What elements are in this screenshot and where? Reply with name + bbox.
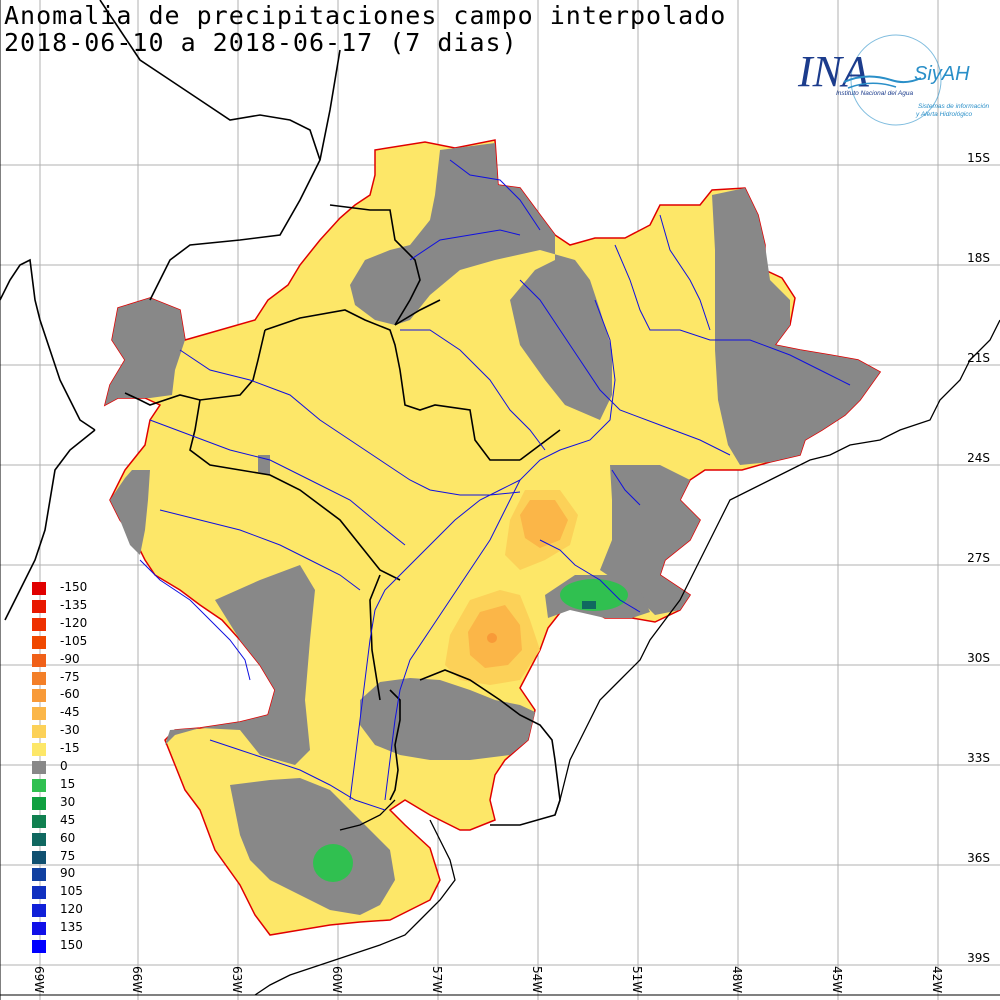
legend-item: -150 [32, 580, 152, 597]
legend-item: 135 [32, 920, 152, 937]
legend-label: -135 [60, 597, 88, 612]
legend-label: -105 [60, 633, 88, 648]
legend-label: 120 [60, 902, 83, 917]
legend-swatch [32, 707, 46, 721]
lon-label-42w: 42W [930, 966, 944, 994]
legend-item: 15 [32, 777, 152, 794]
negative-anomaly-zones [445, 490, 578, 685]
legend-label: 45 [60, 812, 76, 827]
legend-swatch [32, 617, 46, 631]
legend-label: -30 [60, 723, 80, 738]
legend-label: 150 [60, 938, 83, 952]
legend-item: -135 [32, 598, 152, 615]
legend-item: 75 [32, 849, 152, 866]
logo-mark: INA [797, 47, 870, 96]
legend-item: 60 [32, 831, 152, 848]
legend-item: -75 [32, 670, 152, 687]
lon-label-57w: 57W [430, 966, 444, 994]
map-date-range: 2018-06-10 a 2018-06-17 (7 dias) [4, 28, 518, 57]
legend-swatch [32, 582, 46, 595]
lon-label-51w: 51W [630, 966, 644, 994]
logo-subtitle: Instituto Nacional del Agua [836, 90, 913, 97]
lat-label-27s: 27S [967, 551, 990, 565]
legend-swatch [32, 886, 46, 900]
legend-swatch [32, 868, 46, 882]
legend-swatch [32, 671, 46, 685]
legend-swatch [32, 689, 46, 703]
legend-item: 150 [32, 938, 152, 955]
lon-label-48w: 48W [730, 966, 744, 994]
legend-label: 90 [60, 866, 76, 881]
lon-label-54w: 54W [530, 966, 544, 994]
lon-label-60w: 60W [330, 966, 344, 994]
legend-swatch [32, 814, 46, 828]
legend-swatch [32, 761, 46, 774]
legend-label: 0 [60, 759, 68, 773]
legend-item: -105 [32, 634, 152, 651]
legend-label: -120 [60, 615, 88, 630]
legend-item: -30 [32, 723, 152, 740]
lat-label-15s: 15S [967, 151, 990, 165]
legend-item: -120 [32, 616, 152, 633]
legend-swatch [32, 653, 46, 667]
lat-label-33s: 33S [967, 751, 990, 765]
logo-brand-sub2: y Alerta Hidrológico [915, 111, 973, 118]
logo-brand-sub1: Sistemas de información [918, 103, 990, 110]
legend-item: 0 [32, 759, 152, 776]
legend-item: 30 [32, 795, 152, 812]
legend-label: -90 [60, 651, 80, 666]
legend-label: 105 [60, 884, 83, 899]
legend-swatch [32, 850, 46, 864]
lat-label-21s: 21S [967, 351, 990, 365]
legend-label: 30 [60, 794, 76, 809]
legend-label: 60 [60, 830, 76, 845]
lat-label-30s: 30S [967, 651, 990, 665]
legend-item: -45 [32, 705, 152, 722]
legend-item: -60 [32, 687, 152, 704]
lat-label-18s: 18S [967, 251, 990, 265]
legend-swatch [32, 599, 46, 613]
legend-item: -15 [32, 741, 152, 758]
rivers [139, 159, 851, 811]
lon-label-45w: 45W [830, 966, 844, 994]
legend-swatch [32, 904, 46, 918]
legend-label: -60 [60, 687, 80, 702]
legend-swatch [32, 832, 46, 846]
legend-label: -75 [60, 669, 80, 684]
lat-label-39s: 39S [967, 951, 990, 965]
legend-label: -45 [60, 705, 80, 720]
logo-brand: SiyAH [914, 63, 970, 85]
ina-siyah-logo: INA SiyAH Instituto Nacional del Agua Si… [797, 34, 990, 126]
lon-label-66w: 66W [130, 966, 144, 994]
legend-swatch [32, 922, 46, 936]
legend-swatch [32, 796, 46, 810]
coastline [254, 319, 1000, 996]
legend-label: 135 [60, 920, 83, 935]
legend-item: 90 [32, 866, 152, 883]
map-title: Anomalia de precipitaciones campo interp… [4, 1, 727, 30]
legend-item: 105 [32, 884, 152, 901]
lon-label-63w: 63W [230, 966, 244, 994]
lon-label-69w: 69W [32, 966, 46, 994]
legend-swatch [32, 940, 46, 953]
legend-item: 120 [32, 902, 152, 919]
country-borders [0, 0, 561, 826]
lat-label-24s: 24S [967, 451, 990, 465]
legend-item: -90 [32, 652, 152, 669]
lat-label-36s: 36S [967, 851, 990, 865]
legend-swatch [32, 725, 46, 739]
legend-label: -15 [60, 741, 80, 756]
legend-swatch [32, 743, 46, 757]
legend-swatch [32, 778, 46, 792]
legend-item: 45 [32, 813, 152, 830]
zero-anomaly-zones [105, 143, 880, 915]
legend-swatch [32, 635, 46, 649]
legend-label: 15 [60, 776, 76, 791]
legend-label: -150 [60, 580, 88, 594]
legend-label: 75 [60, 848, 76, 863]
positive-anomaly-zones [313, 579, 628, 882]
